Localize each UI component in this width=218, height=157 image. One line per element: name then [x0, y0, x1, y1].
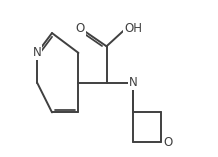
Text: O: O [163, 136, 172, 149]
Text: OH: OH [124, 22, 142, 35]
Text: N: N [33, 46, 41, 59]
Text: N: N [129, 76, 137, 89]
Text: O: O [75, 22, 85, 35]
